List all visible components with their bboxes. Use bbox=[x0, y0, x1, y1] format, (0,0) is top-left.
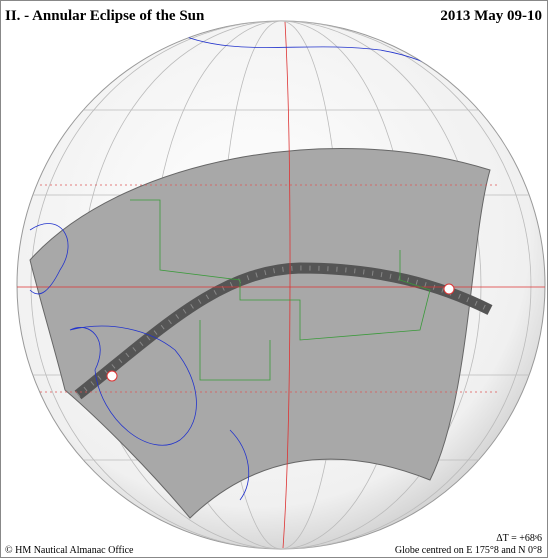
title: II. - Annular Eclipse of the Sun bbox=[5, 8, 205, 24]
annular-path bbox=[74, 262, 493, 400]
delta-t: ΔT = +68ˢ6 bbox=[496, 533, 542, 544]
coastline bbox=[229, 429, 250, 501]
globe-centre: Globe centred on E 175°8 and N 0°8 bbox=[395, 545, 542, 556]
credit: © HM Nautical Almanac Office bbox=[5, 545, 134, 556]
central-meridian bbox=[282, 21, 291, 549]
date: 2013 May 09-10 bbox=[440, 8, 542, 24]
coastline bbox=[29, 223, 69, 295]
penumbra-region bbox=[29, 148, 491, 519]
boundaries bbox=[130, 199, 431, 381]
coastline bbox=[69, 325, 197, 446]
path-end bbox=[443, 283, 455, 295]
path-start bbox=[106, 370, 118, 382]
